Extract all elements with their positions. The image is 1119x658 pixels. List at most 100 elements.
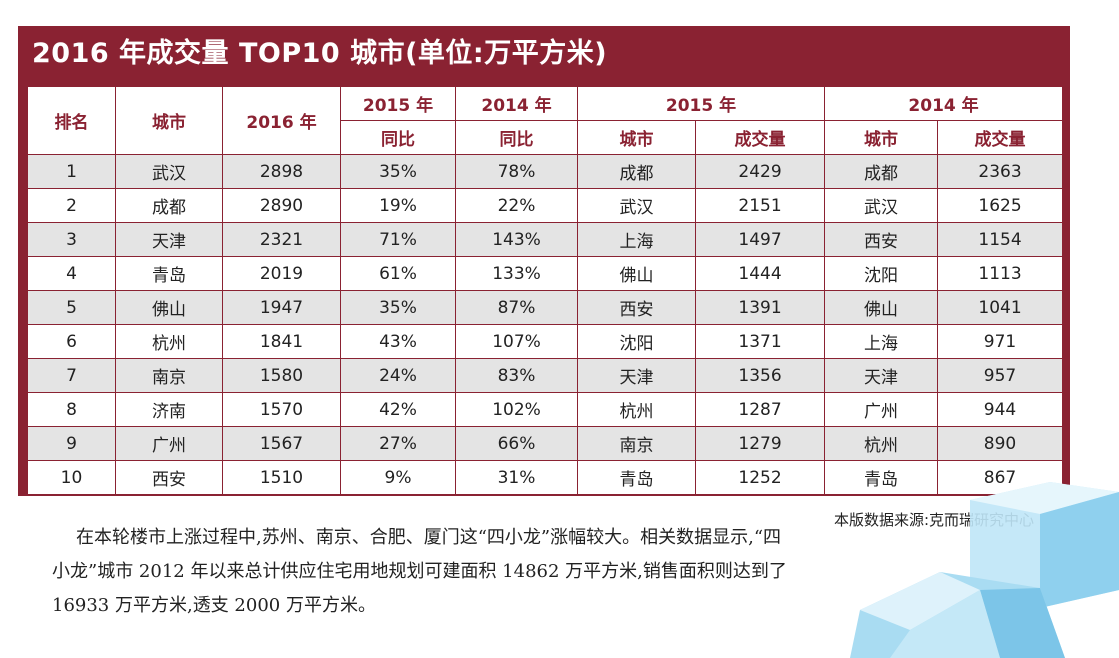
cell-city: 佛山	[115, 290, 223, 325]
cell-2015-volume: 1391	[694, 290, 826, 325]
table-row: 2 成都 2890 19% 22% 武汉 2151 武汉 1625	[27, 188, 1064, 223]
cell-2016: 1947	[222, 290, 341, 325]
cell-2014-volume: 971	[937, 324, 1064, 359]
cell-2015-city: 佛山	[577, 256, 696, 291]
cell-yoy-2015: 9%	[340, 460, 456, 495]
cell-yoy-2015: 24%	[340, 358, 456, 393]
cell-rank: 3	[27, 222, 116, 257]
cell-2014-volume: 2363	[937, 154, 1064, 189]
cell-2014-city: 成都	[824, 154, 939, 189]
cell-2015-city: 武汉	[577, 188, 696, 223]
cell-rank: 9	[27, 426, 116, 461]
header-group-2015: 2015 年	[576, 86, 826, 121]
cell-2015-city: 青岛	[577, 460, 696, 495]
header-yoy-2014: 同比	[455, 120, 578, 155]
table-row: 7 南京 1580 24% 83% 天津 1356 天津 957	[27, 358, 1064, 393]
cell-city: 武汉	[115, 154, 223, 189]
header-yoy-2015: 同比	[340, 120, 456, 155]
header-2014: 2014 年	[455, 86, 578, 121]
cell-2014-volume: 1625	[937, 188, 1064, 223]
cell-rank: 2	[27, 188, 116, 223]
cell-2014-city: 佛山	[824, 290, 939, 325]
cell-2015-volume: 1279	[694, 426, 826, 461]
cell-rank: 4	[27, 256, 116, 291]
cell-2016: 1841	[222, 324, 341, 359]
header-2016: 2016 年	[222, 86, 341, 155]
cell-city: 广州	[115, 426, 223, 461]
cell-2014-city: 上海	[824, 324, 939, 359]
cell-yoy-2014: 22%	[455, 188, 578, 223]
cell-2016: 2019	[222, 256, 341, 291]
cell-2014-volume: 1154	[937, 222, 1064, 257]
cell-yoy-2014: 87%	[455, 290, 578, 325]
table-row: 10 西安 1510 9% 31% 青岛 1252 青岛 867	[27, 460, 1064, 495]
header-2014-volume: 成交量	[937, 120, 1064, 155]
cell-2015-volume: 1444	[694, 256, 826, 291]
cell-city: 杭州	[115, 324, 223, 359]
header-2015-volume: 成交量	[694, 120, 826, 155]
cell-2015-city: 成都	[577, 154, 696, 189]
cell-yoy-2015: 43%	[340, 324, 456, 359]
cell-city: 济南	[115, 392, 223, 427]
article-paragraph: 在本轮楼市上涨过程中,苏州、南京、合肥、厦门这“四小龙”涨幅较大。相关数据显示,…	[52, 521, 792, 623]
cell-city: 南京	[115, 358, 223, 393]
cell-2015-volume: 1371	[694, 324, 826, 359]
cell-2014-volume: 890	[937, 426, 1064, 461]
paragraph-text: 在本轮楼市上涨过程中,苏州、南京、合肥、厦门这“四小龙”涨幅较大。相关数据显示,…	[52, 527, 787, 616]
cell-yoy-2015: 35%	[340, 154, 456, 189]
cell-2014-city: 天津	[824, 358, 939, 393]
cell-rank: 8	[27, 392, 116, 427]
header-2015-city: 城市	[577, 120, 696, 155]
cell-yoy-2015: 27%	[340, 426, 456, 461]
cell-2016: 2898	[222, 154, 341, 189]
cell-yoy-2014: 31%	[455, 460, 578, 495]
cell-yoy-2014: 107%	[455, 324, 578, 359]
table-body: 1 武汉 2898 35% 78% 成都 2429 成都 2363 2 成都 2890 19% 22% 武汉…	[27, 154, 1064, 495]
cell-2015-city: 天津	[577, 358, 696, 393]
cell-2016: 2890	[222, 188, 341, 223]
cell-city: 天津	[115, 222, 223, 257]
header-2015: 2015 年	[340, 86, 456, 121]
cell-yoy-2015: 61%	[340, 256, 456, 291]
cell-2014-volume: 957	[937, 358, 1064, 393]
cell-2015-city: 上海	[577, 222, 696, 257]
cell-2014-city: 杭州	[824, 426, 939, 461]
cell-2016: 1570	[222, 392, 341, 427]
cell-yoy-2014: 66%	[455, 426, 578, 461]
cell-2015-volume: 2429	[694, 154, 826, 189]
table-row: 4 青岛 2019 61% 133% 佛山 1444 沈阳 1113	[27, 256, 1064, 291]
cell-rank: 10	[27, 460, 116, 495]
cell-city: 青岛	[115, 256, 223, 291]
cell-2014-city: 青岛	[824, 460, 939, 495]
cell-rank: 6	[27, 324, 116, 359]
cell-2014-city: 西安	[824, 222, 939, 257]
table-row: 9 广州 1567 27% 66% 南京 1279 杭州 890	[27, 426, 1064, 461]
cell-2014-city: 广州	[824, 392, 939, 427]
cell-yoy-2015: 19%	[340, 188, 456, 223]
table-row: 1 武汉 2898 35% 78% 成都 2429 成都 2363	[27, 154, 1064, 189]
ranking-card: 2016 年成交量 TOP10 城市(单位:万平方米) 排名 城市 2016 年…	[18, 26, 1070, 496]
cell-yoy-2014: 133%	[455, 256, 578, 291]
cell-2016: 1510	[222, 460, 341, 495]
cell-yoy-2015: 35%	[340, 290, 456, 325]
cell-2014-volume: 1041	[937, 290, 1064, 325]
cell-2015-volume: 2151	[694, 188, 826, 223]
cell-rank: 7	[27, 358, 116, 393]
cell-rank: 1	[27, 154, 116, 189]
cell-2015-volume: 1252	[694, 460, 826, 495]
header-group-2014: 2014 年	[824, 86, 1064, 121]
cell-yoy-2015: 42%	[340, 392, 456, 427]
cell-2016: 1580	[222, 358, 341, 393]
cell-city: 成都	[115, 188, 223, 223]
cell-2015-volume: 1287	[694, 392, 826, 427]
table-row: 3 天津 2321 71% 143% 上海 1497 西安 1154	[27, 222, 1064, 257]
table-title: 2016 年成交量 TOP10 城市(单位:万平方米)	[32, 38, 608, 69]
ranking-table: 排名 城市 2016 年 2015 年 2014 年 2015 年 2014 年…	[27, 86, 1064, 495]
cell-2014-city: 沈阳	[824, 256, 939, 291]
ice-cube-icon	[850, 482, 1119, 658]
cell-2015-city: 杭州	[577, 392, 696, 427]
ice-cube-decoration	[850, 482, 1119, 658]
cell-2014-city: 武汉	[824, 188, 939, 223]
header-2014-city: 城市	[824, 120, 939, 155]
header-rank: 排名	[27, 86, 116, 155]
